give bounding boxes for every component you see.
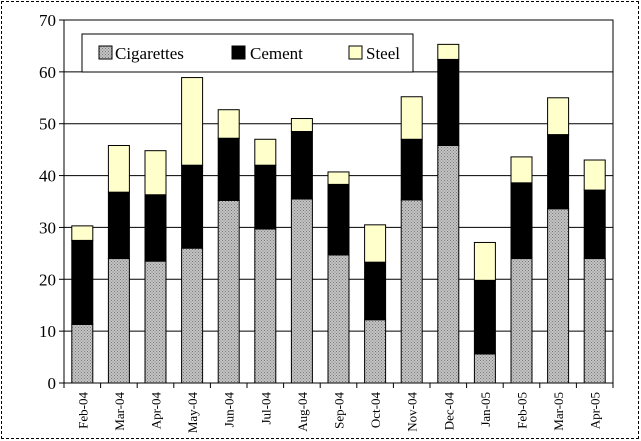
bar-segment-cement bbox=[217, 137, 240, 201]
bars bbox=[71, 43, 606, 384]
x-tick-label: Nov-04 bbox=[405, 392, 420, 432]
bar-segment-steel bbox=[181, 77, 204, 166]
legend: Cigarettes Cement Steel bbox=[81, 33, 414, 73]
bar-segment-cement bbox=[181, 164, 204, 249]
bar-segment-cigarettes bbox=[71, 323, 94, 384]
x-tick-label: Oct-04 bbox=[368, 392, 383, 429]
bar-segment-cement bbox=[364, 261, 387, 321]
bar-segment-cigarettes bbox=[510, 258, 533, 384]
legend-label-steel: Steel bbox=[366, 44, 400, 63]
bar-segment-cigarettes bbox=[437, 144, 460, 384]
bar-segment-cigarettes bbox=[547, 208, 570, 384]
y-tick-label: 10 bbox=[39, 322, 56, 341]
bar-segment-cigarettes bbox=[364, 319, 387, 384]
y-tick-label: 40 bbox=[39, 167, 56, 186]
y-tick-label: 60 bbox=[39, 63, 56, 82]
bar-segment-steel bbox=[327, 171, 350, 185]
bar-segment-cement bbox=[327, 183, 350, 256]
bar-segment-cement bbox=[144, 194, 167, 262]
axes: 0 10 20 30 40 50 60 70 Feb-04 Mar-04 Apr-04 May-04 J… bbox=[39, 11, 614, 434]
x-tick-label: Aug-04 bbox=[295, 392, 310, 432]
bar-segment-cigarettes bbox=[473, 353, 496, 384]
bar-segment-cigarettes bbox=[400, 199, 423, 384]
bar-segment-cigarettes bbox=[254, 228, 277, 384]
x-tick-label: Jul-04 bbox=[258, 392, 273, 425]
bar-segment-cigarettes bbox=[181, 247, 204, 384]
x-tick-label: Sep-04 bbox=[332, 392, 347, 429]
bar-segment-cigarettes bbox=[144, 260, 167, 384]
x-tick-label: Apr-04 bbox=[149, 392, 164, 430]
bar-segment-steel bbox=[547, 97, 570, 136]
plot-frame bbox=[63, 19, 614, 384]
x-tick-label: Mar-05 bbox=[551, 392, 566, 431]
bar-segment-cement bbox=[510, 182, 533, 260]
y-tick-label: 50 bbox=[39, 115, 56, 134]
legend-label-cement: Cement bbox=[250, 44, 303, 63]
bar-segment-cement bbox=[400, 138, 423, 201]
legend-swatch-cement bbox=[231, 45, 246, 60]
bar-segment-cigarettes bbox=[290, 198, 313, 384]
y-tick-label: 20 bbox=[39, 270, 56, 289]
bar-segment-cement bbox=[254, 164, 277, 230]
x-tick-label: Dec-04 bbox=[441, 392, 456, 431]
bar-segment-cigarettes bbox=[327, 254, 350, 384]
x-tick-label: Apr-05 bbox=[588, 392, 603, 429]
x-tick-label: May-04 bbox=[185, 392, 200, 434]
x-tick-label: Jan-05 bbox=[478, 392, 493, 427]
bar-segment-cigarettes bbox=[217, 199, 240, 384]
bar-segment-cement bbox=[71, 239, 94, 325]
bar-segment-cement bbox=[290, 130, 313, 200]
bar-segment-cement bbox=[437, 58, 460, 146]
bar-segment-cement bbox=[583, 189, 606, 260]
bar-segment-steel bbox=[510, 156, 533, 184]
bar-segment-steel bbox=[144, 150, 167, 196]
legend-swatch-cigarettes bbox=[98, 45, 113, 60]
bar-segment-steel bbox=[583, 159, 606, 191]
bar-segment-steel bbox=[437, 43, 460, 60]
bar-segment-steel bbox=[107, 144, 130, 193]
y-tick-label: 0 bbox=[48, 374, 57, 393]
x-tick-label: Mar-04 bbox=[112, 392, 127, 431]
legend-label-cigarettes: Cigarettes bbox=[115, 44, 184, 63]
bar-segment-cement bbox=[473, 279, 496, 355]
bar-segment-steel bbox=[254, 138, 277, 166]
y-tick-label: 30 bbox=[39, 218, 56, 237]
bar-segment-cigarettes bbox=[583, 258, 606, 384]
legend-swatch-steel bbox=[348, 45, 363, 60]
bar-segment-cement bbox=[107, 191, 130, 260]
bar-segment-steel bbox=[290, 118, 313, 132]
bar-segment-steel bbox=[217, 109, 240, 139]
bar-segment-cigarettes bbox=[107, 258, 130, 384]
bar-segment-cement bbox=[547, 134, 570, 210]
bar-segment-steel bbox=[473, 241, 496, 281]
bar-segment-steel bbox=[400, 96, 423, 140]
x-tick-label: Jun-04 bbox=[222, 392, 237, 428]
x-tick-label: Feb-05 bbox=[515, 392, 530, 429]
bar-segment-steel bbox=[364, 224, 387, 263]
x-tick-label: Feb-04 bbox=[75, 392, 90, 429]
bar-segment-steel bbox=[71, 225, 94, 241]
y-tick-label: 70 bbox=[39, 11, 56, 30]
